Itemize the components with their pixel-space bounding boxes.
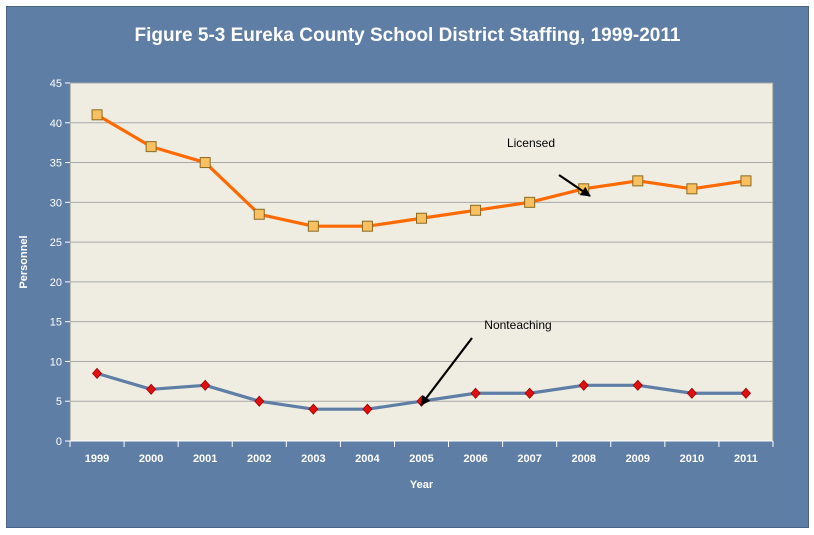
data-point-licensed [632, 175, 644, 187]
x-tick-label: 2002 [247, 453, 271, 465]
y-tick-label: 20 [50, 277, 62, 289]
x-tick-label: 2006 [463, 453, 487, 465]
data-point-licensed [470, 204, 482, 216]
y-tick-label: 25 [50, 237, 62, 249]
data-point-licensed [91, 109, 103, 121]
x-tick-label: 2007 [517, 453, 541, 465]
chart-title: Figure 5-3 Eureka County School District… [134, 25, 681, 46]
y-tick-label: 10 [50, 356, 62, 368]
x-tick-label: 2005 [409, 453, 433, 465]
data-point-licensed [524, 196, 536, 208]
x-tick-label: 1999 [85, 453, 109, 465]
data-point-nonteaching [146, 383, 157, 395]
data-point-licensed [361, 220, 373, 232]
y-tick-label: 30 [50, 197, 62, 209]
data-point-nonteaching [686, 387, 697, 399]
data-point-nonteaching [470, 387, 481, 399]
data-point-licensed [740, 175, 752, 187]
x-tick-label: 2004 [355, 453, 380, 465]
plot-area [69, 82, 774, 442]
x-tick-label: 2010 [680, 453, 704, 465]
y-tick-label: 15 [50, 317, 62, 329]
data-point-licensed [145, 141, 157, 153]
y-tick-label: 5 [56, 396, 62, 408]
data-point-nonteaching [308, 403, 319, 415]
y-tick-label: 0 [56, 436, 62, 448]
y-axis-title: Personnel [18, 235, 30, 288]
data-point-nonteaching [578, 379, 589, 391]
annotation-label-licensed: Licensed [507, 136, 555, 150]
chart-svg: 0 5 10 15 20 25 30 35 40 45 1999 2000 2001 2002 2003 20… [18, 78, 774, 491]
annotation-arrow-licensed [558, 174, 591, 197]
data-point-licensed [686, 183, 698, 195]
y-tick-label: 35 [50, 158, 62, 170]
data-point-licensed [253, 208, 265, 220]
x-tick-label: 2003 [301, 453, 325, 465]
annotation-label-nonteaching: Nonteaching [484, 318, 551, 332]
x-tick-label: 2000 [139, 453, 163, 465]
data-point-licensed [307, 220, 319, 232]
x-tick-label: 2009 [626, 453, 650, 465]
x-tick-label: 2008 [571, 453, 595, 465]
data-point-licensed [416, 212, 427, 224]
y-tick-label: 40 [50, 118, 62, 130]
data-point-nonteaching [200, 379, 211, 391]
annotation-arrow-nonteaching [420, 337, 473, 406]
data-point-nonteaching [362, 403, 373, 415]
data-point-licensed [199, 157, 211, 169]
y-tick-label: 45 [50, 78, 62, 90]
data-point-nonteaching [254, 395, 265, 407]
data-point-nonteaching [632, 379, 643, 391]
chart-frame: Figure 5-3 Eureka County School District… [6, 6, 809, 528]
x-tick-label: 2011 [734, 453, 758, 465]
x-axis-title: Year [410, 479, 434, 491]
data-point-nonteaching [92, 367, 103, 379]
data-point-nonteaching [524, 387, 535, 399]
data-point-nonteaching [740, 387, 751, 399]
x-tick-label: 2001 [193, 453, 217, 465]
